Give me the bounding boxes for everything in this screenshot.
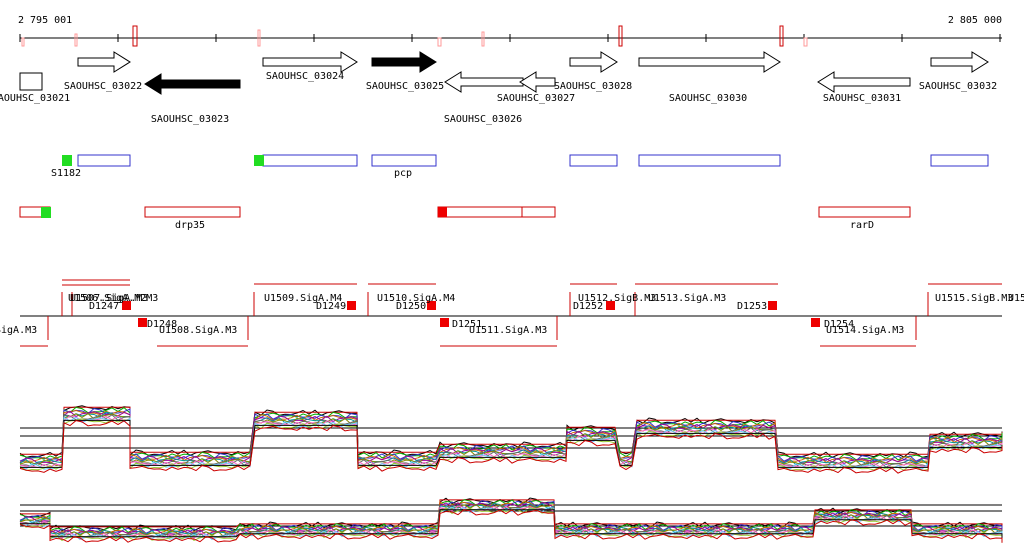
gene-label: SAOUHSC_03027 <box>497 93 575 104</box>
feature-box <box>638 154 781 167</box>
expression-trace <box>20 406 1003 455</box>
segment-label: SigA.M3 <box>0 325 37 336</box>
feature-box <box>930 154 989 167</box>
ruler-marker <box>74 33 78 47</box>
segment-label: U15 <box>1008 293 1024 304</box>
gene-arrow <box>77 51 131 73</box>
segment-label: D1254 <box>824 319 854 330</box>
segment-label: U1511.SigA.M3 <box>469 325 547 336</box>
expression-trace <box>19 497 1003 533</box>
segment-label: U1510.SigA.M4 <box>377 293 455 304</box>
ruler-start: 2 795 001 <box>18 15 72 26</box>
feature-label: pcp <box>394 168 412 179</box>
segment-marker <box>606 301 615 310</box>
expression-trace <box>20 509 1003 540</box>
expression-trace <box>19 405 1003 459</box>
segment-label: D1253 <box>737 301 767 312</box>
gene-label: SAOUHSC_03032 <box>919 81 997 92</box>
feature-box <box>144 206 241 218</box>
gene-arrow <box>371 51 437 73</box>
ruler-marker <box>618 25 623 47</box>
gene-arrow <box>638 51 781 73</box>
feature-box <box>569 154 618 167</box>
segment-label: D1250 <box>396 301 426 312</box>
gene-arrow <box>930 51 989 73</box>
segment-label: U1508.SigA.M3 <box>159 325 237 336</box>
segment-label: D1252 <box>573 301 603 312</box>
feature-box <box>77 154 131 167</box>
ruler-marker <box>132 25 138 47</box>
gene-label: SAOUHSC_03025 <box>366 81 444 92</box>
segment-marker <box>122 301 131 310</box>
segment-label: D1251 <box>452 319 482 330</box>
expression-trace <box>19 406 1003 461</box>
feature-box <box>818 206 911 218</box>
expression-trace <box>19 420 1003 474</box>
feature-label: rarD <box>850 220 874 231</box>
feature-marker <box>41 207 51 218</box>
expression-trace <box>19 501 1003 536</box>
segment-label: U1514.SigA.M3 <box>826 325 904 336</box>
gene-label: SAOUHSC_03024 <box>266 71 344 82</box>
gene-label: SAOUHSC_03021 <box>0 93 70 104</box>
ruler-marker <box>779 25 784 47</box>
feature-box <box>437 206 556 218</box>
gene-arrow <box>519 71 556 93</box>
gene-label: SAOUHSC_03031 <box>823 93 901 104</box>
gene-label: SAOUHSC_03028 <box>554 81 632 92</box>
feature-marker <box>62 155 72 166</box>
segment-marker <box>347 301 356 310</box>
expression-trace <box>20 419 1003 468</box>
expression-trace <box>19 413 1003 467</box>
feature-label: S1182 <box>51 168 81 179</box>
segment-label: U1509.SigA.M4 <box>264 293 342 304</box>
feature-box <box>262 154 358 167</box>
gene-arrow <box>569 51 618 73</box>
ruler-marker <box>257 29 261 47</box>
ruler-marker <box>437 37 442 47</box>
segment-label: U1512.SigB.M3 <box>578 293 656 304</box>
gene-arrow <box>444 71 524 93</box>
expression-trace <box>20 499 1003 530</box>
gene-arrow <box>262 51 358 73</box>
gene-label: SAOUHSC_03022 <box>64 81 142 92</box>
gene-label: SAOUHSC_03023 <box>151 114 229 125</box>
ruler-marker <box>21 37 25 47</box>
gene-label: SAOUHSC_03026 <box>444 114 522 125</box>
segment-label: D1247 <box>89 301 119 312</box>
segment-marker <box>138 318 147 327</box>
ruler-marker <box>481 31 485 47</box>
gene-label: SAOUHSC_03030 <box>669 93 747 104</box>
segment-marker <box>440 318 449 327</box>
gene-arrow <box>144 73 241 95</box>
segment-label: U1515.SigB.M3 <box>935 293 1013 304</box>
feature-marker <box>254 155 264 166</box>
segment-label: D1249 <box>316 301 346 312</box>
segment-marker <box>427 301 436 310</box>
gene-box <box>19 72 43 91</box>
segment-label: U1507.SigA.M3 <box>70 293 148 304</box>
feature-marker <box>438 207 447 217</box>
gene-arrow <box>817 71 911 93</box>
expression-trace <box>19 509 1003 543</box>
segment-marker <box>768 301 777 310</box>
feature-box <box>371 154 437 167</box>
ruler-end: 2 805 000 <box>948 15 1002 26</box>
ruler-marker <box>803 37 808 47</box>
segment-label: D1248 <box>147 319 177 330</box>
segment-label: U1506.SigA.M2M3 <box>68 293 158 304</box>
segment-marker <box>811 318 820 327</box>
feature-label: drp35 <box>175 220 205 231</box>
segment-label: U1513.SigA.M3 <box>648 293 726 304</box>
